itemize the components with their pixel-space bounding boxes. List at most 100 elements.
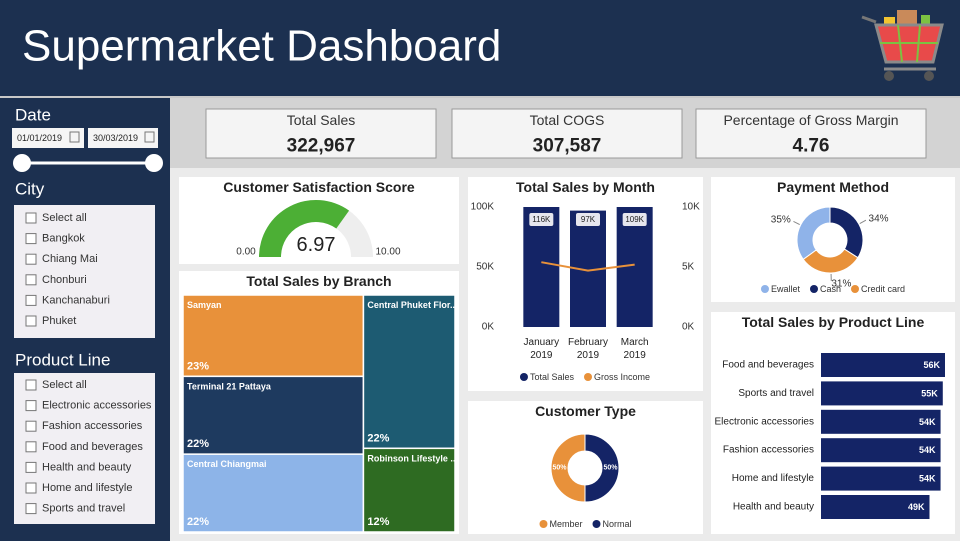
donut-slice: [550, 433, 586, 503]
value-label-box: [529, 213, 554, 226]
chart-title: Customer Type: [535, 403, 636, 419]
legend-swatch: [539, 520, 548, 528]
checkbox[interactable]: [25, 315, 37, 327]
checkbox[interactable]: [25, 274, 37, 286]
checkbox[interactable]: [25, 253, 37, 265]
chart-title: Customer Satisfaction Score: [223, 179, 415, 195]
city-list: [14, 205, 155, 338]
checkbox[interactable]: [25, 482, 37, 494]
date-input[interactable]: [88, 128, 158, 148]
slice-label: 50%: [552, 465, 567, 472]
chart-title: Total Sales by Month: [516, 179, 655, 195]
bar: [821, 466, 941, 491]
kpi-label: Total COGS: [530, 112, 605, 128]
filter-option: Home and lifestyle: [42, 482, 133, 494]
filter-option: Chiang Mai: [42, 253, 98, 265]
tile-value: 22%: [187, 438, 209, 450]
value-label-box: [576, 213, 600, 226]
tile-label: Samyan: [187, 300, 222, 310]
chart-title: Total Sales by Product Line: [742, 314, 925, 330]
checkbox[interactable]: [25, 379, 37, 391]
chart-title: Payment Method: [777, 179, 889, 195]
slice-label: 50%: [603, 465, 618, 472]
tile-label: Central Chiangmai: [187, 459, 267, 469]
x-tick-label: February 2019: [567, 337, 608, 361]
y-tick-label: Sports and travel: [738, 388, 814, 399]
slice-label: 35%: [771, 215, 791, 226]
bar-value-label: 54K: [919, 445, 936, 455]
bar-value-label: 116K: [532, 215, 551, 224]
bar-value-label: 97K: [581, 215, 596, 224]
legend-swatch: [592, 520, 601, 528]
kpi-card: [695, 108, 927, 159]
leader-line: [859, 219, 867, 225]
product-line-list: [14, 373, 155, 524]
gauge-value-label: 6.97: [297, 234, 336, 256]
legend-swatch: [851, 285, 860, 293]
kpi-value: 4.76: [793, 136, 830, 157]
treemap-tile: [182, 453, 365, 533]
bar-value-label: 54K: [919, 474, 936, 484]
slice-label: 31%: [831, 278, 851, 289]
kpi-card: [205, 108, 437, 159]
slider-handle[interactable]: [13, 154, 31, 172]
legend-swatch: [760, 285, 769, 293]
slider-handle[interactable]: [145, 154, 163, 172]
donut-slice: [796, 206, 831, 261]
filter-option: Chonburi: [42, 274, 87, 286]
kpi-value: 307,587: [533, 136, 602, 157]
leader-line: [793, 220, 800, 226]
bar: [821, 381, 943, 406]
bar: [821, 495, 930, 519]
treemap-tile: [362, 294, 456, 450]
treemap-tile: [182, 294, 365, 378]
bar: [523, 207, 560, 327]
donut-slice: [802, 248, 859, 274]
date-start: 01/01/2019: [17, 133, 62, 143]
checkbox[interactable]: [25, 233, 37, 245]
checkbox[interactable]: [25, 503, 37, 515]
checkbox[interactable]: [25, 212, 37, 224]
gauge-min-label: 0.00: [236, 247, 256, 258]
bar-value-label: 55K: [921, 388, 938, 398]
checkbox[interactable]: [25, 400, 37, 412]
checkbox[interactable]: [25, 294, 37, 306]
y2-tick-label: 0K: [682, 322, 695, 333]
legend-swatch: [519, 373, 528, 381]
x-tick-label: January 2019: [523, 337, 560, 361]
filter-option: Bangkok: [42, 233, 85, 245]
value-label-box: [622, 213, 647, 226]
checkbox[interactable]: [25, 461, 37, 473]
filter-option: Electronic accessories: [42, 400, 152, 412]
date-input[interactable]: [12, 128, 84, 148]
y-tick-label: 0K: [482, 322, 495, 333]
line: [541, 261, 635, 272]
checkbox[interactable]: [25, 441, 37, 453]
kpi-label: Total Sales: [287, 112, 355, 128]
y-tick-label: Home and lifestyle: [732, 473, 815, 484]
y-tick-label: Fashion accessories: [723, 445, 814, 456]
filter-option: Select all: [42, 212, 87, 224]
checkbox[interactable]: [25, 420, 37, 432]
legend-swatch: [809, 285, 818, 293]
bar-value-label: 56K: [923, 360, 940, 370]
chart-card: [468, 401, 703, 534]
tile-value: 22%: [187, 516, 209, 528]
kpi-label: Percentage of Gross Margin: [723, 112, 898, 128]
filter-option: Kanchanaburi: [42, 294, 110, 306]
filter-label: Product Line: [15, 351, 110, 370]
legend-label: Member: [549, 519, 582, 529]
kpi-card: [451, 108, 683, 159]
y2-tick-label: 10K: [682, 202, 700, 213]
dashboard-title: Supermarket Dashboard: [22, 22, 501, 71]
bar: [821, 353, 945, 377]
filter-option: Food and beverages: [42, 441, 143, 453]
treemap-tile: [362, 447, 456, 533]
gauge-value: [259, 199, 350, 257]
date-end: 30/03/2019: [93, 133, 138, 143]
kpi-value: 322,967: [287, 136, 356, 157]
chart-title: Total Sales by Branch: [246, 273, 391, 289]
filter-option: Fashion accessories: [42, 420, 143, 432]
filter-option: Health and beauty: [42, 461, 132, 473]
